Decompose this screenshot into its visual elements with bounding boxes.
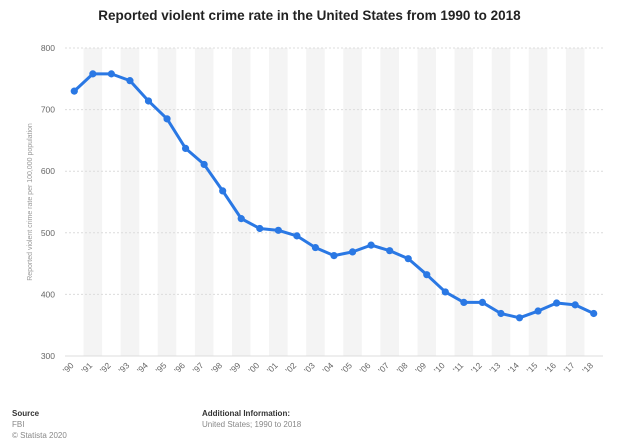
x-tick-label: '10 bbox=[432, 360, 447, 375]
data-point[interactable] bbox=[571, 301, 579, 309]
data-point[interactable] bbox=[330, 251, 338, 260]
x-tick-label: '06 bbox=[358, 360, 373, 375]
column-band bbox=[157, 48, 177, 356]
source-block: Source FBI © Statista 2020 bbox=[12, 408, 67, 441]
x-tick-label: '11 bbox=[451, 360, 466, 375]
x-tick-label: '91 bbox=[79, 360, 94, 375]
x-tick-label: '18 bbox=[580, 360, 595, 375]
data-point[interactable] bbox=[126, 77, 134, 85]
x-tick-label: '09 bbox=[413, 360, 428, 375]
data-point[interactable] bbox=[237, 215, 245, 223]
column-band bbox=[565, 48, 585, 356]
chart-title: Reported violent crime rate in the Unite… bbox=[98, 8, 521, 23]
x-tick-label: '93 bbox=[116, 360, 131, 375]
x-tick-label: '15 bbox=[525, 360, 540, 375]
y-tick-label: 400 bbox=[41, 289, 55, 299]
x-tick-label: '99 bbox=[228, 360, 243, 375]
column-band bbox=[343, 48, 362, 356]
column-band bbox=[83, 48, 103, 356]
data-point[interactable] bbox=[163, 115, 171, 123]
data-point[interactable] bbox=[181, 144, 190, 153]
additional-info-heading: Additional Information: bbox=[202, 409, 290, 418]
additional-info-block: Additional Information: United States; 1… bbox=[202, 408, 301, 430]
x-tick-label: '02 bbox=[283, 360, 298, 375]
column-band bbox=[417, 48, 437, 356]
y-tick-label: 600 bbox=[41, 166, 55, 176]
data-point[interactable] bbox=[386, 247, 394, 255]
data-point[interactable] bbox=[423, 271, 431, 279]
data-point[interactable] bbox=[144, 97, 153, 105]
y-axis-label: Reported violent crime rate per 100,000 … bbox=[27, 123, 34, 281]
x-tick-label: '95 bbox=[154, 360, 169, 375]
column-band bbox=[269, 48, 288, 356]
y-tick-label: 700 bbox=[41, 105, 55, 115]
column-band bbox=[120, 48, 140, 356]
column-band bbox=[380, 48, 399, 356]
copyright[interactable]: © Statista 2020 bbox=[12, 431, 67, 440]
y-tick-label: 500 bbox=[41, 228, 55, 238]
x-tick-label: '07 bbox=[376, 360, 391, 375]
column-band bbox=[491, 48, 511, 356]
column-band bbox=[306, 48, 325, 356]
column-band bbox=[454, 48, 474, 356]
source-heading: Source bbox=[12, 409, 40, 418]
y-tick-label: 800 bbox=[41, 43, 55, 53]
x-tick-label: '05 bbox=[339, 360, 354, 375]
data-point[interactable] bbox=[219, 187, 227, 195]
x-tick-label: '17 bbox=[562, 360, 577, 375]
x-tick-label: '98 bbox=[209, 360, 224, 375]
data-point[interactable] bbox=[293, 232, 301, 240]
additional-info-text: United States; 1990 to 2018 bbox=[202, 420, 302, 429]
data-point[interactable] bbox=[515, 314, 524, 322]
x-tick-label: '12 bbox=[469, 360, 484, 375]
x-tick-label: '08 bbox=[395, 360, 410, 375]
x-axis-ticks: '90'91 '92'93 '94 '95'96 '97'98 '99'00 '01'02 '… bbox=[61, 360, 596, 375]
data-point[interactable] bbox=[311, 243, 320, 252]
source-name[interactable]: FBI bbox=[12, 420, 25, 429]
y-axis-ticks: 300 400 500 600 700 800 bbox=[41, 43, 55, 361]
column-band bbox=[194, 48, 214, 356]
x-tick-label: '13 bbox=[487, 360, 502, 375]
x-tick-label: '92 bbox=[98, 360, 113, 375]
data-point[interactable] bbox=[70, 87, 78, 95]
grid-lines bbox=[65, 47, 603, 357]
x-tick-label: '04 bbox=[321, 360, 336, 375]
data-point[interactable] bbox=[348, 248, 357, 256]
column-band bbox=[231, 48, 251, 356]
x-tick-label: '94 bbox=[135, 360, 150, 375]
data-point[interactable] bbox=[497, 309, 505, 318]
x-tick-label: '97 bbox=[191, 360, 206, 375]
data-points bbox=[70, 70, 598, 322]
data-point[interactable] bbox=[553, 299, 561, 307]
data-point[interactable] bbox=[89, 70, 97, 78]
data-point[interactable] bbox=[534, 307, 542, 315]
x-tick-label: '00 bbox=[246, 360, 261, 375]
data-point[interactable] bbox=[367, 241, 375, 249]
y-tick-label: 300 bbox=[41, 351, 55, 361]
data-point[interactable] bbox=[590, 309, 598, 318]
x-tick-label: '01 bbox=[265, 360, 280, 375]
x-tick-label: '03 bbox=[302, 360, 317, 375]
data-point[interactable] bbox=[441, 288, 449, 296]
data-point[interactable] bbox=[256, 224, 264, 233]
data-point[interactable] bbox=[460, 298, 468, 307]
column-bands bbox=[83, 48, 585, 356]
data-point[interactable] bbox=[200, 160, 208, 169]
x-tick-label: '16 bbox=[543, 360, 558, 375]
series-line bbox=[73, 72, 595, 320]
x-tick-label: '90 bbox=[61, 360, 76, 375]
x-tick-label: '96 bbox=[172, 360, 187, 375]
data-point[interactable] bbox=[107, 70, 115, 78]
data-point[interactable] bbox=[478, 298, 487, 307]
data-point[interactable] bbox=[404, 255, 412, 263]
column-band bbox=[528, 48, 548, 356]
x-tick-label: '14 bbox=[506, 360, 521, 375]
data-point[interactable] bbox=[274, 226, 282, 234]
